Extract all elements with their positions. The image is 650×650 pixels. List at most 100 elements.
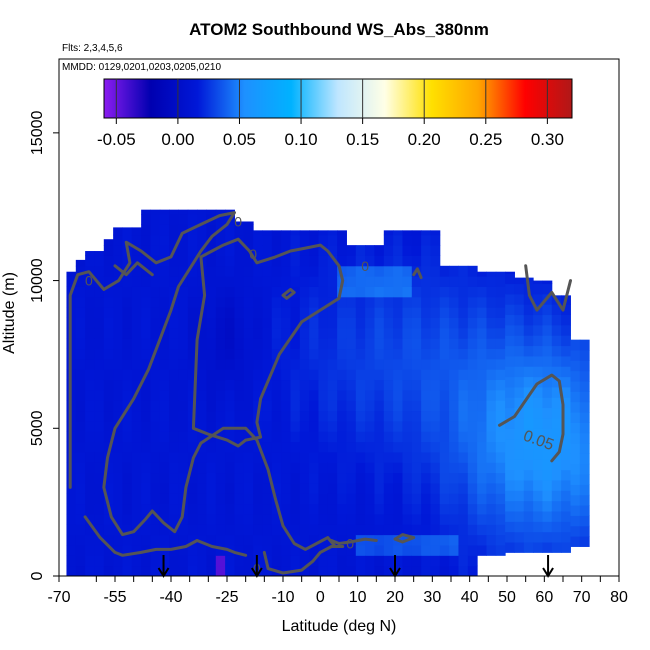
heatmap-cell	[542, 531, 553, 543]
heatmap-cell	[486, 451, 497, 463]
heatmap-cell	[299, 493, 310, 505]
heatmap-cell	[178, 214, 189, 225]
heatmap-cell	[327, 544, 338, 556]
heatmap-cell	[383, 327, 394, 339]
heatmap-cell	[113, 296, 123, 308]
heatmap-cell	[402, 410, 413, 422]
heatmap-cell	[225, 524, 235, 536]
heatmap-cell	[290, 493, 301, 505]
heatmap-cell	[122, 265, 133, 277]
heatmap-cell	[253, 482, 263, 494]
heatmap-cell	[439, 286, 450, 298]
heatmap-cell	[411, 441, 422, 453]
heatmap-cell	[337, 348, 347, 360]
heatmap-cell	[243, 524, 254, 536]
heatmap-cell	[327, 369, 338, 381]
heatmap-cell	[290, 482, 301, 494]
heatmap-cell	[271, 544, 282, 556]
heatmap-cell	[103, 513, 114, 525]
heatmap-cell	[187, 369, 198, 381]
heatmap-cell	[262, 441, 273, 453]
heatmap-cell	[271, 348, 282, 360]
heatmap-cell	[253, 524, 263, 536]
heatmap-cell	[299, 296, 310, 308]
heatmap-cell	[150, 410, 161, 422]
heatmap-cell	[281, 451, 291, 463]
heatmap-cell	[355, 513, 366, 525]
heatmap-cell	[85, 317, 95, 329]
heatmap-cell	[113, 348, 123, 360]
heatmap-cell	[197, 472, 207, 484]
heatmap-cell	[178, 400, 189, 412]
heatmap-cell	[561, 417, 571, 429]
heatmap-cell	[113, 503, 123, 515]
heatmap-cell	[131, 451, 142, 463]
heatmap-cell	[346, 493, 357, 505]
heatmap-cell	[206, 379, 217, 391]
heatmap-cell	[85, 358, 95, 370]
heatmap-cell	[318, 524, 329, 536]
heatmap-cell	[411, 410, 422, 422]
heatmap-cell	[514, 438, 525, 450]
heatmap-cell	[197, 565, 207, 577]
heatmap-cell	[570, 339, 581, 351]
heatmap-cell	[159, 431, 170, 443]
heatmap-cell	[421, 307, 431, 318]
heatmap-cell	[225, 462, 235, 474]
heatmap-cell	[141, 451, 151, 463]
heatmap-cell	[561, 397, 571, 409]
y-tick-label: 0	[29, 571, 46, 580]
heatmap-cell	[337, 369, 347, 381]
heatmap-cell	[215, 410, 226, 422]
heatmap-cell	[533, 511, 543, 522]
heatmap-cell	[281, 493, 291, 505]
heatmap-cell	[187, 286, 198, 298]
heatmap-cell	[178, 565, 189, 577]
heatmap-cell	[449, 451, 459, 463]
heatmap-cell	[271, 441, 282, 453]
heatmap-cell	[197, 410, 207, 422]
heatmap-cell	[234, 327, 245, 339]
heatmap-cell	[542, 469, 553, 481]
heatmap-cell	[467, 441, 478, 453]
heatmap-cell	[169, 379, 179, 391]
heatmap-cell	[579, 349, 590, 361]
heatmap-cell	[374, 348, 385, 360]
heatmap-cell	[215, 286, 226, 298]
heatmap-cell	[197, 420, 207, 432]
heatmap-cell	[570, 401, 581, 413]
heatmap-cell	[75, 327, 86, 339]
heatmap-cell	[365, 441, 375, 453]
heatmap-cell	[94, 493, 105, 505]
heatmap-cell	[253, 286, 263, 298]
heatmap-cell	[365, 327, 375, 339]
heatmap-cell	[150, 482, 161, 494]
heatmap-cell	[355, 472, 366, 484]
heatmap-cell	[206, 524, 217, 536]
heatmap-cell	[262, 503, 273, 515]
contour-line	[498, 373, 565, 463]
heatmap-cell	[327, 276, 338, 287]
heatmap-cell	[393, 265, 403, 277]
heatmap-cell	[299, 348, 310, 360]
heatmap-cell	[75, 441, 86, 453]
heatmap-cell	[411, 503, 422, 515]
heatmap-cell	[113, 493, 123, 505]
heatmap-cell	[439, 276, 450, 287]
heatmap-cell	[551, 376, 562, 388]
heatmap-cell	[159, 472, 170, 484]
heatmap-cell	[187, 441, 198, 453]
heatmap-cell	[561, 531, 571, 543]
heatmap-cell	[551, 407, 562, 419]
heatmap-cell	[243, 472, 254, 484]
heatmap-cell	[309, 534, 319, 546]
heatmap-cell	[523, 366, 534, 378]
heatmap-cell	[215, 214, 226, 225]
heatmap-cell	[486, 410, 497, 422]
heatmap-cell	[495, 462, 506, 474]
heatmap-cell	[206, 565, 217, 577]
heatmap-cell	[327, 286, 338, 298]
chart-title: ATOM2 Southbound WS_Abs_380nm	[189, 20, 489, 39]
heatmap-cell	[393, 358, 403, 370]
heatmap-cell	[327, 245, 338, 256]
